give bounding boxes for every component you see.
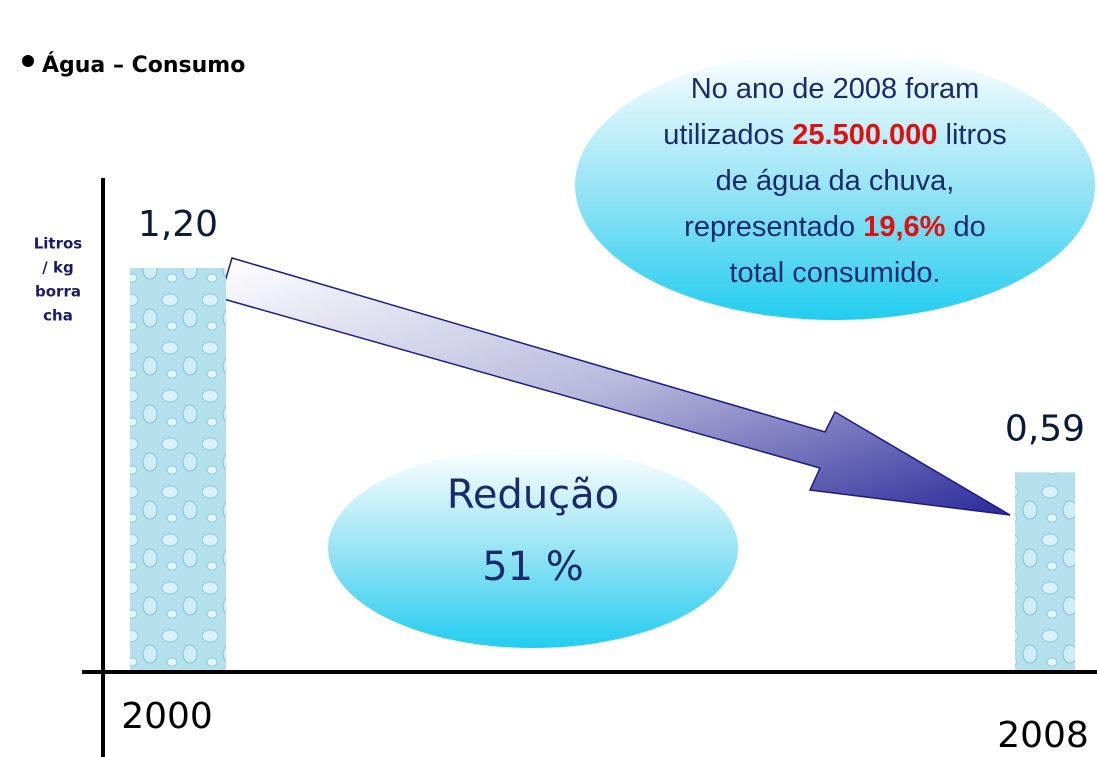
callout-line: No ano de 2008 foram — [691, 73, 980, 105]
reduction-text: Redução — [447, 472, 619, 518]
callout-text: representado — [684, 211, 855, 243]
callout-text: total consumido. — [729, 257, 940, 289]
callout-text: do — [954, 211, 986, 243]
callout-text: litros — [946, 119, 1007, 151]
bullet — [22, 55, 34, 67]
reduction-bubble — [328, 448, 738, 648]
y-axis-label: Litros — [34, 235, 83, 253]
callout-text: 25.500.000 — [792, 119, 937, 151]
reduction-text: 51 % — [482, 544, 584, 590]
callout-line: total consumido. — [729, 257, 940, 289]
callout-text: No ano de 2008 foram — [691, 73, 980, 105]
value-label: 0,59 — [1005, 408, 1085, 449]
callout-bubble — [575, 50, 1095, 320]
callout-line: de água da chuva, — [716, 165, 955, 197]
callout-line: representado 19,6% do — [684, 211, 986, 243]
bar — [1015, 472, 1075, 670]
callout-line: utilizados 25.500.000 litros — [663, 119, 1007, 151]
chart-title: Água – Consumo — [42, 52, 245, 78]
callout-text: de água da chuva, — [716, 165, 955, 197]
y-axis-label: cha — [43, 307, 73, 325]
bar — [130, 268, 226, 670]
callout-text: 19,6% — [863, 211, 945, 243]
x-tick-label: 2000 — [121, 696, 213, 737]
y-axis-label: / kg — [42, 259, 73, 277]
y-axis-label: borra — [35, 283, 81, 301]
x-tick-label: 2008 — [997, 715, 1089, 756]
trend-arrow — [219, 257, 1011, 516]
value-label: 1,20 — [138, 204, 218, 245]
callout-text: utilizados — [663, 119, 784, 151]
